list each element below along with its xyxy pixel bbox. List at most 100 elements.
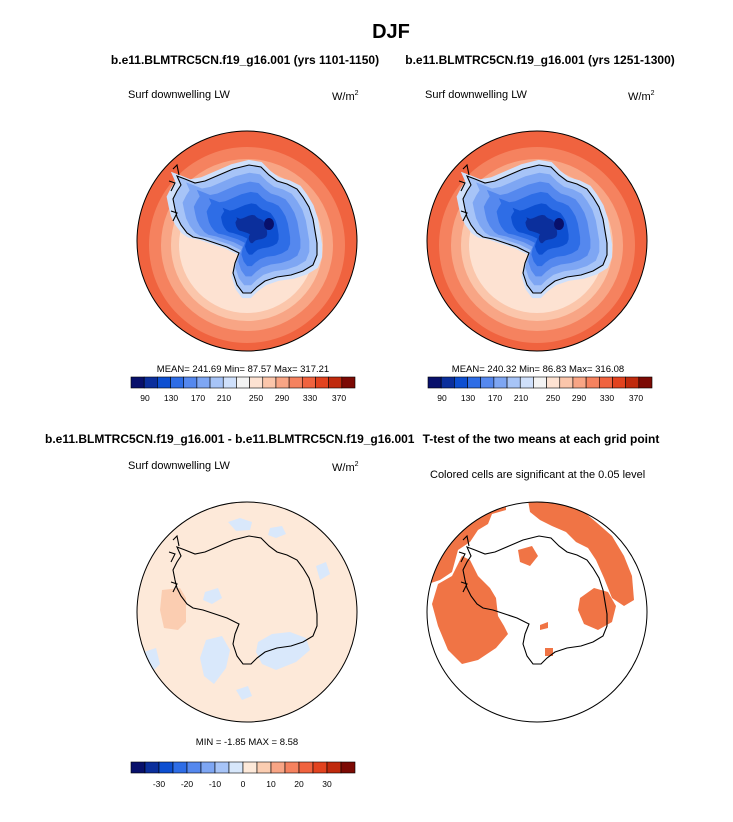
panel-2-stats: MEAN= 240.32 Min= 86.83 Max= 316.08	[452, 364, 624, 375]
panel-3-map-border	[136, 501, 358, 723]
panel-1-tick-5: 290	[275, 393, 289, 403]
panel-1-stats: MEAN= 241.69 Min= 87.57 Max= 317.21	[157, 364, 329, 375]
colorbar-swatch	[222, 376, 237, 389]
panel-2-tick-5: 290	[572, 393, 586, 403]
field-band	[525, 214, 558, 244]
panel-4-sig-region	[545, 648, 553, 656]
colorbar-swatch	[559, 376, 574, 389]
colorbar-swatch	[341, 376, 356, 389]
panel-2: b.e11.BLMTRC5CN.f19_g16.001 (yrs 1251-13…	[405, 53, 674, 403]
panel-3-neg-patch	[228, 518, 252, 531]
panel-3-stats: MIN = -1.85 MAX = 8.58	[196, 737, 298, 748]
colorbar-swatch	[270, 761, 286, 774]
colorbar-swatch	[158, 761, 174, 774]
panel-1-colorbar	[130, 376, 356, 389]
panel-2-tick-6: 330	[600, 393, 614, 403]
colorbar-swatch	[585, 376, 600, 389]
panel-4: T-test of the two means at each grid poi…	[423, 432, 660, 723]
panel-3-negative-patches	[142, 518, 330, 700]
colorbar-swatch	[454, 376, 468, 389]
colorbar-swatch	[328, 376, 343, 389]
colorbar-swatch	[256, 761, 272, 774]
panel-2-tick-1: 130	[461, 393, 475, 403]
page-title: DJF	[372, 21, 410, 43]
colorbar-swatch	[533, 376, 547, 389]
colorbar-swatch	[288, 376, 303, 389]
panel-3-neg-patch	[268, 526, 286, 538]
panel-4-sig-region	[540, 622, 548, 630]
panel-1-tick-3: 210	[217, 393, 231, 403]
colorbar-swatch	[130, 376, 145, 389]
panel-3-tick-3: 0	[241, 779, 246, 789]
colorbar-swatch	[183, 376, 198, 389]
panel-4-left-string: Colored cells are significant at the 0.0…	[430, 469, 645, 481]
panel-2-coastline	[458, 163, 608, 294]
colorbar-swatch	[480, 376, 495, 389]
colorbar-swatch	[638, 376, 653, 389]
panel-1-map-border	[136, 130, 358, 352]
colorbar-swatch	[157, 376, 171, 389]
panel-1-left-string: Surf downwelling LW	[128, 89, 231, 101]
panel-3-neg-patch	[256, 632, 310, 670]
colorbar-swatch	[612, 376, 626, 389]
panel-3-neg-patch	[200, 636, 230, 684]
colorbar-swatch	[298, 761, 314, 774]
panel-1-units: W/m2	[332, 90, 359, 103]
panel-4-sig-region	[518, 546, 538, 566]
panel-1-tick-1: 130	[164, 393, 178, 403]
colorbar-swatch	[236, 376, 250, 389]
panel-1-coastline	[168, 163, 318, 294]
panel-3-tick-6: 30	[322, 779, 332, 789]
colorbar-swatch	[242, 761, 258, 774]
colorbar-swatch	[170, 376, 185, 389]
panel-1-tick-4: 250	[249, 393, 263, 403]
panel-3-neg-patch	[316, 562, 330, 580]
panel-2-tick-7: 370	[629, 393, 643, 403]
panel-3-title: b.e11.BLMTRC5CN.f19_g16.001 - b.e11.BLMT…	[45, 432, 415, 446]
panel-1-title: b.e11.BLMTRC5CN.f19_g16.001 (yrs 1101-11…	[111, 53, 379, 67]
colorbar-swatch	[262, 376, 277, 389]
panel-1-tick-7: 370	[332, 393, 346, 403]
panel-3-tick-0: -30	[153, 779, 166, 789]
colorbar-swatch	[144, 761, 160, 774]
colorbar-swatch	[315, 376, 329, 389]
panel-3-map	[137, 502, 357, 722]
colorbar-swatch	[284, 761, 300, 774]
colorbar-swatch	[301, 376, 316, 389]
panel-2-field	[427, 131, 647, 351]
panel-2-colorbar	[427, 376, 653, 389]
colorbar-swatch	[598, 376, 613, 389]
panel-4-title: T-test of the two means at each grid poi…	[423, 432, 660, 446]
colorbar-swatch	[546, 376, 561, 389]
panel-1-colorbar-ticks: 90 130 170 210 250 290 330 370	[140, 393, 346, 403]
colorbar-swatch	[427, 376, 442, 389]
colorbar-swatch	[143, 376, 158, 389]
panel-4-map	[427, 502, 647, 722]
panel-1-tick-6: 330	[303, 393, 317, 403]
panel-2-tick-4: 250	[546, 393, 560, 403]
panel-2-map	[427, 131, 647, 351]
panel-3-neg-patch	[203, 588, 222, 604]
colorbar-swatch	[519, 376, 534, 389]
colorbar-swatch	[625, 376, 640, 389]
colorbar-swatch	[275, 376, 290, 389]
panel-2-tick-3: 210	[514, 393, 528, 403]
panel-2-units: W/m2	[628, 90, 655, 103]
colorbar-swatch	[214, 761, 230, 774]
panel-2-colorbar-ticks: 90 130 170 210 250 290 330 370	[437, 393, 643, 403]
field-minimum	[554, 218, 564, 230]
panel-3-units: W/m2	[332, 461, 359, 474]
colorbar-swatch	[467, 376, 482, 389]
panel-1-tick-0: 90	[140, 393, 150, 403]
panel-2-tick-0: 90	[437, 393, 447, 403]
panel-3-tick-5: 20	[294, 779, 304, 789]
panel-4-coastline	[458, 534, 608, 665]
panel-3-tick-4: 10	[266, 779, 276, 789]
panel-3-left-string: Surf downwelling LW	[128, 460, 231, 472]
panel-2-units-sup: 2	[651, 90, 655, 97]
panel-3: b.e11.BLMTRC5CN.f19_g16.001 - b.e11.BLMT…	[45, 432, 415, 789]
field-band	[235, 214, 268, 244]
panel-3-colorbar-ticks: -30 -20 -10 0 10 20 30	[153, 779, 332, 789]
colorbar-swatch	[130, 761, 146, 774]
